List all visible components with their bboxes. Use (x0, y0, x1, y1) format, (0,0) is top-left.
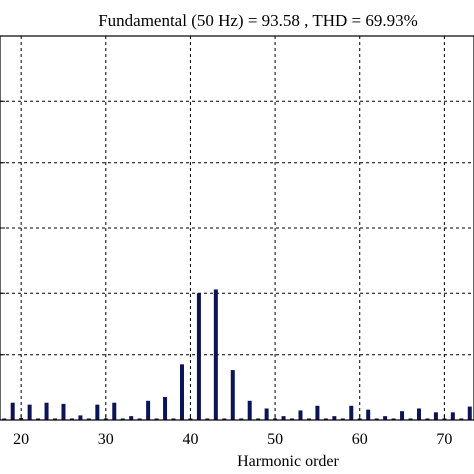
bars (2, 289, 472, 420)
bar (95, 404, 100, 420)
bar (2, 418, 7, 420)
bar (44, 402, 49, 420)
x-axis-label: Harmonic order (237, 453, 339, 470)
bar (281, 416, 286, 420)
x-tick-label: 50 (267, 431, 283, 448)
bar (179, 364, 184, 420)
bar (408, 418, 413, 420)
bar (306, 418, 311, 420)
bar (137, 418, 142, 420)
bar (256, 418, 261, 420)
bar (247, 400, 252, 420)
bar (112, 402, 117, 420)
bar (171, 418, 176, 420)
bar (366, 409, 371, 420)
bar (10, 402, 15, 420)
bar (196, 293, 201, 420)
bar (433, 412, 438, 420)
bar (290, 418, 295, 420)
bar (120, 418, 125, 420)
bar (129, 416, 134, 420)
bar (154, 418, 159, 420)
bar (27, 404, 32, 420)
bar (298, 410, 303, 420)
bar (340, 418, 345, 420)
bar (69, 418, 74, 420)
x-tick-label: 40 (182, 431, 198, 448)
grid-lines (0, 35, 474, 420)
bar (222, 418, 227, 420)
bar (459, 418, 464, 420)
x-tick-label: 70 (436, 431, 452, 448)
bar (53, 418, 58, 420)
bar (230, 370, 235, 420)
chart-title: Fundamental (50 Hz) = 93.58 , THD = 69.9… (98, 11, 418, 30)
bar (61, 403, 66, 420)
bar (391, 418, 396, 420)
plot-frame (0, 35, 474, 421)
bar (36, 418, 41, 420)
bar (315, 405, 320, 420)
y-axis-ticks (0, 35, 5, 356)
x-tick-label: 30 (98, 431, 114, 448)
bar (467, 406, 472, 420)
bar (416, 408, 421, 420)
bar (213, 289, 218, 420)
bar (239, 418, 244, 420)
bar (323, 418, 328, 420)
bar (205, 418, 210, 420)
x-tick-label: 60 (352, 431, 368, 448)
bar (450, 412, 455, 420)
bar (383, 416, 388, 420)
bar (374, 418, 379, 420)
bar (400, 411, 405, 420)
x-axis-ticks: 20 30 40 50 60 70 (13, 415, 452, 448)
bar (163, 396, 168, 420)
bar (349, 405, 354, 420)
bar (86, 418, 91, 420)
bar (78, 415, 83, 420)
bar (332, 416, 337, 420)
bar (146, 400, 151, 420)
x-tick-label: 20 (13, 431, 29, 448)
bar (264, 408, 269, 420)
bar (425, 418, 430, 420)
